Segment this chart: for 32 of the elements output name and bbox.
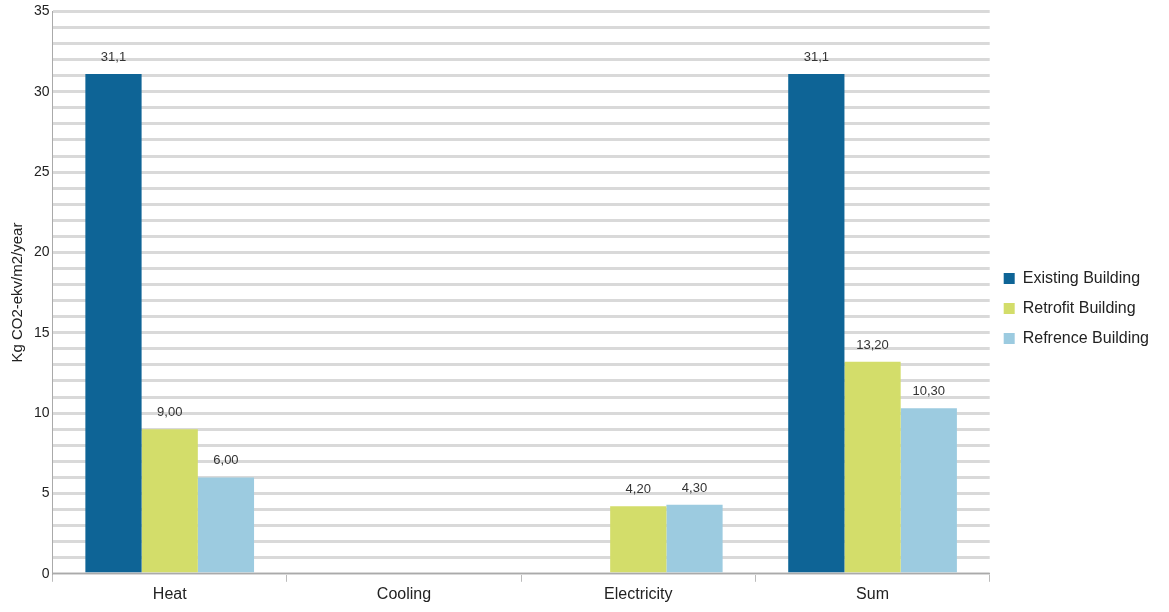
legend-label: Refrence Building — [1022, 328, 1149, 346]
bar — [844, 361, 901, 573]
y-tick-label: 35 — [33, 2, 50, 19]
bar — [610, 506, 667, 573]
bar — [197, 477, 255, 573]
y-tick-label: 10 — [33, 403, 50, 420]
bar — [141, 429, 198, 573]
x-tick-label: Electricity — [604, 584, 673, 602]
bar — [85, 74, 142, 573]
bar — [666, 504, 723, 573]
data-label: 9,00 — [157, 404, 183, 420]
y-tick-label: 30 — [33, 82, 50, 99]
data-label: 13,20 — [856, 336, 889, 352]
x-tick-label: Sum — [856, 584, 890, 602]
y-tick-label: 20 — [33, 243, 50, 260]
legend-label: Retrofit Building — [1022, 298, 1136, 316]
data-label: 10,30 — [912, 383, 946, 399]
data-label: 4,30 — [681, 479, 708, 495]
x-tick-label: Cooling — [376, 584, 432, 602]
data-label: 31,1 — [803, 49, 829, 65]
data-label: 6,00 — [213, 452, 239, 468]
y-axis-title: Kg CO2-ekv/m2/year — [8, 222, 26, 363]
data-label: 31,1 — [100, 49, 127, 65]
y-tick-label: 5 — [41, 484, 50, 501]
legend-label: Existing Building — [1022, 268, 1141, 286]
y-tick-label: 15 — [33, 323, 50, 340]
data-label: 4,20 — [625, 481, 651, 497]
x-tick-label: Heat — [152, 584, 188, 602]
bar — [900, 408, 957, 573]
y-tick-label: 25 — [33, 162, 50, 179]
y-tick-label: 0 — [41, 564, 50, 581]
bar — [788, 74, 845, 573]
